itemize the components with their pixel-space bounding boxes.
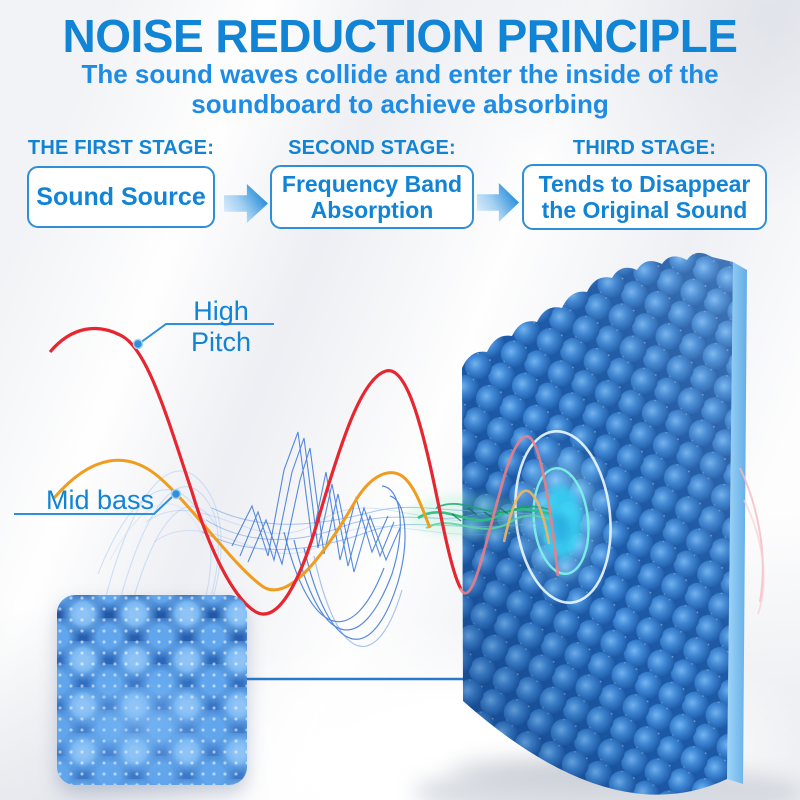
high-pitch-callout-line <box>139 323 274 344</box>
stage-3-box: Tends to Disappear the Original Sound <box>522 164 767 230</box>
stage-1-box: Sound Source <box>27 166 215 228</box>
mesh-loops <box>283 485 406 647</box>
mesh-spiky-cluster <box>231 431 401 573</box>
mid-bass-wave <box>52 458 551 592</box>
mid-bass-callout-line <box>14 495 174 515</box>
stage-2-box: Frequency Band Absorption <box>270 165 474 229</box>
high-pitch-marker-dot <box>132 338 144 350</box>
mid-bass-label: Mid bass <box>45 485 155 515</box>
page-title: NOISE REDUCTION PRINCIPLE <box>62 10 738 62</box>
subtitle-line-2: soundboard to achieve absorbing <box>191 89 609 119</box>
mid-bass-marker-dot <box>170 488 182 500</box>
subtitle-line-1: The sound waves collide and enter the in… <box>81 59 719 89</box>
faint-exit-wave <box>739 467 764 603</box>
callout-lines <box>14 323 274 515</box>
impact-ripple <box>514 430 612 604</box>
high-pitch-label: High Pitch <box>190 296 252 357</box>
stage-3-label: THIRD STAGE: <box>572 137 717 159</box>
stage-1-label: THE FIRST STAGE: <box>27 137 215 159</box>
high-pitch-wave <box>48 326 765 616</box>
panel-side-face <box>727 262 747 784</box>
ripple-ring-inner <box>532 467 590 575</box>
foam-texture-closeup-photo <box>57 595 247 785</box>
page-subtitle: The sound waves collide and enter the in… <box>0 59 800 119</box>
faint-exit-wave <box>743 499 765 615</box>
stage-2-label: SECOND STAGE: <box>288 137 456 159</box>
